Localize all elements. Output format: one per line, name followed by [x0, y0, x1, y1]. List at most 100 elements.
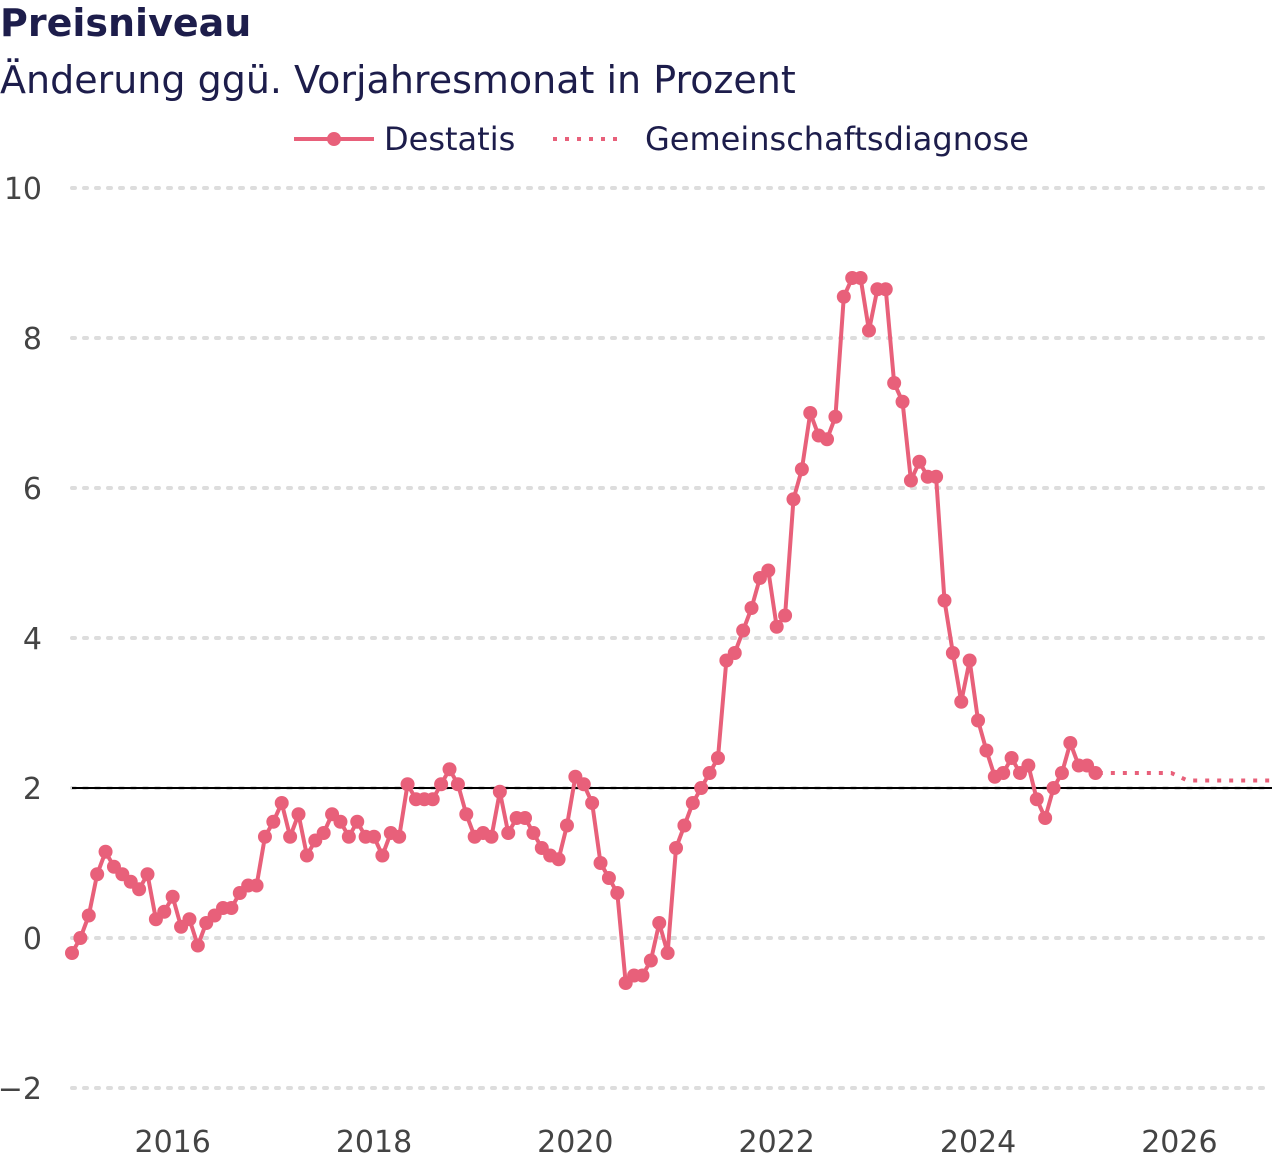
x-axis: 2016 2018 2020 2022 2024 2026 — [134, 1125, 1217, 1158]
series-destatis-point — [945, 646, 960, 660]
series-destatis-point — [786, 492, 801, 507]
series-destatis-point — [702, 766, 717, 780]
y-tick-label: −2 — [0, 1072, 42, 1107]
series-destatis-point — [1038, 811, 1053, 825]
series-destatis-point — [367, 829, 382, 844]
series-destatis-point — [65, 946, 79, 960]
series-destatis-point — [820, 432, 835, 447]
series-destatis-point — [610, 886, 625, 900]
series-destatis-point — [677, 818, 692, 833]
series-destatis-point — [861, 323, 876, 338]
series-destatis-point — [761, 563, 776, 578]
series-destatis-point — [954, 694, 969, 709]
series-destatis-point — [685, 796, 700, 810]
series-destatis-point — [140, 867, 155, 882]
series-destatis-point — [526, 826, 541, 840]
series-destatis-point — [1029, 792, 1044, 807]
series-destatis-point — [551, 852, 566, 867]
series-destatis-point — [392, 829, 407, 844]
series-destatis-point — [652, 916, 667, 930]
series-destatis-point — [157, 904, 172, 919]
series-destatis-point — [81, 908, 96, 923]
series-destatis-point — [316, 826, 331, 840]
y-tick-label: 8 — [23, 322, 42, 357]
series-destatis-point — [710, 751, 725, 765]
series-destatis-point — [400, 777, 415, 792]
series-destatis-point — [803, 406, 818, 420]
series-destatis-point — [559, 818, 574, 833]
series-destatis-point — [660, 946, 675, 960]
series-destatis-point — [299, 848, 314, 863]
chart-subtitle: Änderung ggü. Vorjahresmonat in Prozent — [0, 58, 796, 102]
series-destatis-point — [669, 841, 684, 855]
series-destatis-point — [224, 901, 239, 915]
series-destatis-point — [90, 867, 105, 882]
series-destatis-point — [73, 931, 88, 945]
series-destatis-point — [593, 856, 608, 870]
series-destatis-point — [601, 871, 616, 885]
series-destatis-point — [1063, 736, 1078, 750]
series-destatis-point — [249, 878, 264, 893]
series-destatis-point — [794, 462, 809, 477]
y-tick-label: 10 — [4, 172, 42, 207]
series-destatis-point — [769, 619, 784, 634]
series-destatis-point — [929, 469, 944, 484]
x-tick-label: 2018 — [336, 1125, 412, 1158]
series-destatis-point — [492, 784, 507, 799]
series-destatis-point — [576, 777, 591, 792]
series-destatis-point — [744, 601, 759, 615]
legend-destatis-marker — [327, 132, 341, 146]
series-destatis-point — [518, 811, 533, 825]
series-destatis-point — [585, 796, 600, 810]
y-tick-label: 6 — [23, 472, 42, 507]
series-destatis-point — [283, 829, 298, 844]
series-destatis-point — [291, 807, 306, 822]
series-destatis-point — [937, 593, 952, 608]
series-destatis-point — [836, 289, 851, 304]
y-tick-label: 4 — [23, 622, 42, 657]
series-destatis-point — [266, 814, 281, 829]
series-destatis-point — [971, 713, 986, 728]
series-destatis-point — [727, 646, 742, 660]
series-destatis-point — [274, 796, 289, 810]
series-destatis-point — [962, 653, 977, 668]
series-destatis-point — [442, 762, 457, 777]
series-destatis-point — [1088, 766, 1103, 780]
series-destatis-point — [912, 454, 927, 469]
series-destatis-point — [887, 376, 902, 390]
y-tick-label: 0 — [23, 922, 42, 957]
series-destatis-point — [1046, 781, 1061, 795]
series-destatis-point — [182, 912, 197, 927]
series-destatis-point — [333, 814, 348, 829]
series-destatis-point — [350, 814, 365, 829]
series-destatis-point — [996, 766, 1011, 780]
series-destatis-point — [190, 938, 205, 953]
x-tick-label: 2020 — [537, 1125, 613, 1158]
series-destatis-line — [70, 276, 1097, 985]
x-tick-label: 2026 — [1141, 1125, 1217, 1158]
series-destatis-point — [1004, 751, 1019, 765]
series-destatis-point — [132, 882, 147, 897]
series-gemeinschaftsdiagnose-line — [1098, 771, 1272, 783]
series-destatis-point — [425, 792, 440, 807]
series-destatis-point — [778, 608, 793, 623]
y-axis: −2 0 2 4 6 8 10 — [0, 172, 42, 1107]
series-destatis-point — [165, 889, 180, 904]
series-destatis-point — [828, 409, 843, 424]
series-destatis-point — [878, 282, 893, 297]
series-destatis-point — [459, 807, 474, 822]
series-destatis-point — [501, 826, 516, 840]
legend: Destatis Gemeinschaftsdiagnose — [294, 120, 1029, 158]
x-tick-label: 2022 — [739, 1125, 815, 1158]
x-tick-label: 2024 — [940, 1125, 1016, 1158]
series-destatis-point — [1021, 758, 1036, 773]
legend-gd-label: Gemeinschaftsdiagnose — [645, 120, 1029, 158]
series-destatis-point — [450, 777, 465, 792]
series-destatis-point — [1054, 766, 1069, 780]
series-group — [65, 271, 1272, 990]
series-destatis-point — [434, 777, 449, 792]
series-destatis-point — [736, 623, 751, 638]
series-destatis-point — [979, 743, 994, 758]
series-destatis-point — [257, 829, 272, 844]
